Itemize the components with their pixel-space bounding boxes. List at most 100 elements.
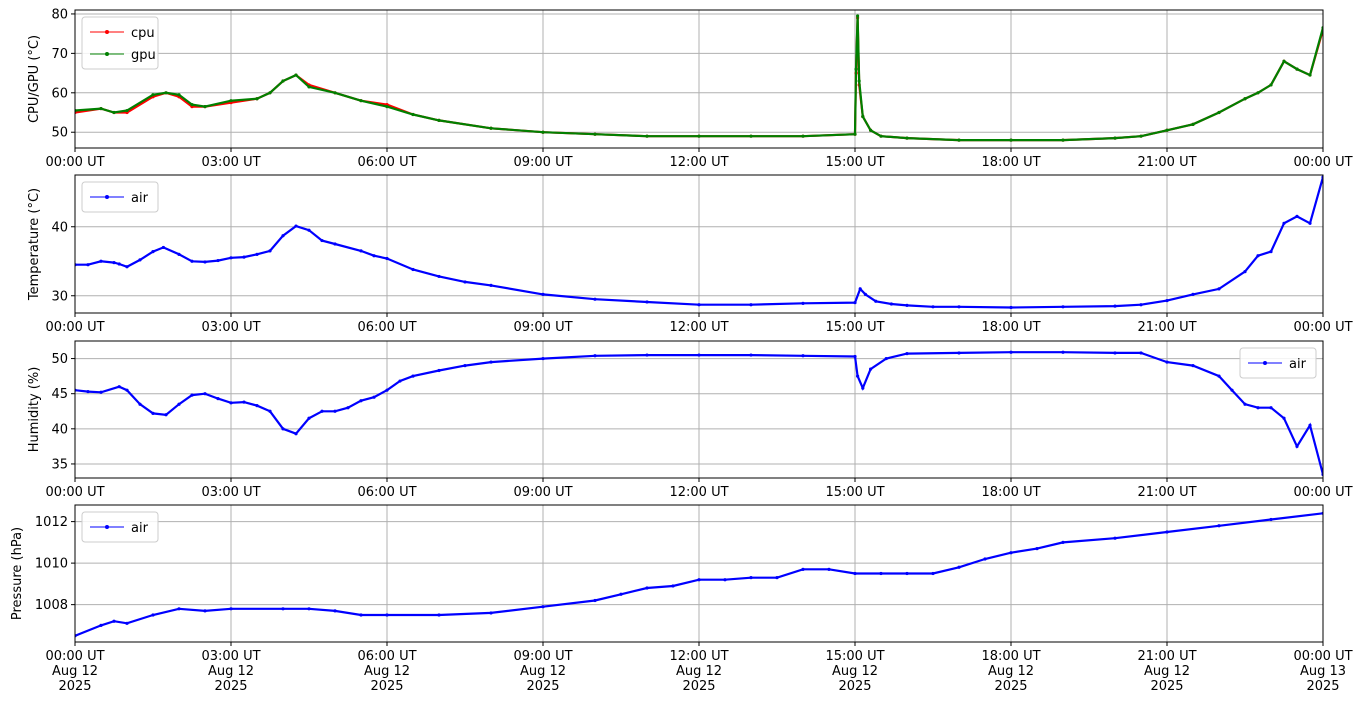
data-point-air — [853, 571, 857, 576]
data-point-air — [385, 613, 389, 617]
x-tick-label: 18:00 UT — [981, 155, 1040, 170]
data-point-air — [489, 283, 493, 287]
data-point-air — [593, 598, 597, 603]
data-point-air — [593, 297, 597, 301]
data-point-gpu — [112, 110, 116, 115]
legend: air — [1239, 347, 1317, 379]
data-point-air — [905, 352, 909, 356]
data-point-gpu — [957, 138, 961, 142]
data-point-gpu — [905, 136, 909, 140]
data-point-air — [320, 409, 324, 413]
data-point-air — [1217, 287, 1221, 291]
data-point-air — [463, 363, 467, 368]
data-point-air — [117, 385, 121, 389]
x-tick-label: 09:00 UT — [513, 485, 572, 500]
data-point-air — [411, 374, 415, 378]
data-point-gpu — [869, 128, 873, 132]
data-point-gpu — [294, 73, 298, 77]
data-point-air — [437, 368, 441, 373]
x-tick-label: 03:00 UT — [201, 155, 260, 170]
data-point-air — [177, 252, 181, 256]
data-point-air — [359, 249, 363, 253]
legend-label-air: air — [1289, 357, 1307, 372]
data-point-air — [437, 613, 441, 617]
legend-marker-cpu — [105, 30, 109, 34]
data-point-air — [151, 411, 155, 415]
data-point-gpu — [281, 79, 285, 83]
data-point-air — [1139, 303, 1143, 307]
data-point-air — [229, 256, 233, 260]
data-point-air — [346, 406, 350, 410]
data-point-air — [99, 390, 103, 394]
data-point-air — [398, 379, 402, 383]
data-point-gpu — [1191, 122, 1195, 126]
data-point-air — [268, 249, 272, 253]
data-point-air — [372, 395, 376, 399]
data-point-gpu — [1165, 128, 1169, 132]
data-point-air — [749, 576, 753, 580]
x-tick-label: 00:00 UT — [1293, 485, 1352, 500]
x-tick-label: 12:00 UT Aug 12 2025 — [669, 649, 728, 694]
data-point-air — [138, 402, 142, 406]
data-point-air — [281, 427, 285, 431]
y-tick-label: 50 — [51, 352, 68, 367]
data-point-gpu — [645, 134, 649, 138]
data-point-air — [281, 234, 285, 238]
y-tick-label: 1012 — [35, 515, 68, 530]
data-point-air — [151, 613, 155, 617]
data-point-air — [385, 388, 389, 392]
data-point-air — [749, 303, 753, 307]
data-point-air — [411, 267, 415, 272]
data-point-air — [801, 354, 805, 358]
data-point-air — [117, 262, 121, 266]
data-point-air — [385, 256, 389, 261]
data-point-gpu — [1269, 83, 1273, 87]
data-point-air — [1243, 270, 1247, 274]
data-point-air — [86, 389, 90, 394]
y-axis-label: CPU/GPU (°C) — [27, 35, 42, 123]
data-point-air — [1295, 214, 1299, 218]
data-point-air — [1061, 305, 1065, 309]
data-point-air — [1217, 524, 1221, 528]
data-point-air — [889, 302, 894, 306]
data-point-gpu — [359, 99, 363, 103]
x-tick-label: 06:00 UT — [357, 155, 416, 170]
data-point-gpu — [1139, 134, 1143, 138]
data-point-gpu — [1295, 67, 1299, 71]
data-point-air — [1243, 402, 1247, 406]
data-point-air — [203, 392, 207, 396]
data-point-air — [1308, 423, 1312, 427]
data-point-gpu — [489, 126, 493, 130]
data-point-air — [99, 259, 103, 263]
data-point-air — [242, 255, 246, 259]
data-point-air — [489, 611, 493, 615]
data-point-air — [1269, 406, 1273, 410]
data-point-gpu — [229, 99, 233, 103]
y-axis-label: Humidity (%) — [27, 367, 42, 453]
x-tick-label: 21:00 UT — [1137, 485, 1196, 500]
legend-label-gpu: gpu — [131, 48, 156, 63]
legend: air — [81, 511, 159, 543]
data-point-air — [863, 292, 868, 296]
series-line-gpu — [75, 15, 1323, 142]
data-point-air — [541, 292, 545, 296]
data-point-air — [853, 354, 857, 359]
data-point-air — [541, 356, 545, 361]
data-point-air — [1009, 551, 1013, 555]
x-tick-label: 00:00 UT — [1293, 320, 1352, 335]
data-point-air — [957, 565, 961, 569]
data-point-air — [957, 305, 961, 309]
x-tick-label: 21:00 UT — [1137, 320, 1196, 335]
data-point-air — [1113, 304, 1117, 308]
data-point-air — [749, 353, 753, 357]
data-point-air — [320, 238, 324, 243]
data-point-air — [645, 353, 649, 357]
data-point-air — [177, 402, 181, 406]
data-point-air — [177, 607, 181, 611]
data-point-gpu — [190, 103, 194, 107]
x-tick-label: 06:00 UT — [357, 320, 416, 335]
data-point-air — [671, 584, 675, 588]
x-tick-label: 15:00 UT — [825, 485, 884, 500]
data-point-air — [86, 263, 90, 267]
chart-panel-3: 35 40 45 50 00:00 UT 03:00 UT 06:00 UT 09:00 UT… — [27, 340, 1353, 500]
